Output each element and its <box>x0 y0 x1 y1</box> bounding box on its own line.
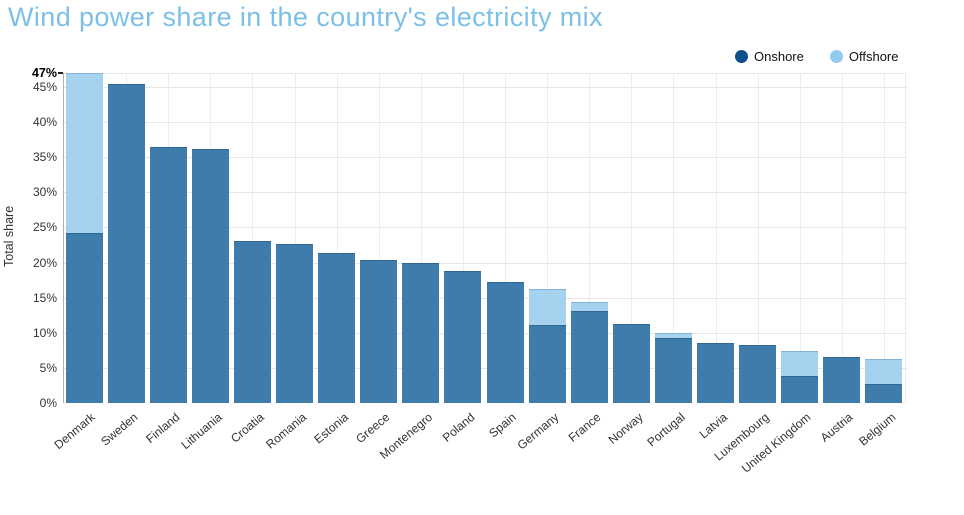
bar-spain-onshore[interactable] <box>486 282 524 403</box>
gridline-v <box>505 73 507 403</box>
y-axis-max-tick <box>58 72 63 74</box>
y-axis-line <box>63 73 64 403</box>
bar-united-kingdom-onshore[interactable] <box>781 375 819 403</box>
y-tick-label: 40% <box>32 115 57 130</box>
gridline-v <box>336 73 338 403</box>
gridline-v <box>547 73 549 403</box>
onshore-legend-dot-icon <box>735 50 748 63</box>
y-tick-label-max: 47% <box>31 66 57 80</box>
bar-greece-onshore[interactable] <box>360 260 398 403</box>
x-axis-label-germany: Germany <box>514 410 562 453</box>
bar-portugal-onshore[interactable] <box>654 337 692 403</box>
bar-montenegro-onshore[interactable] <box>402 262 440 403</box>
gridline-h <box>63 367 907 369</box>
y-axis-title: Total share <box>2 205 16 267</box>
bar-denmark-onshore[interactable] <box>65 233 103 403</box>
legend-label-onshore: Onshore <box>754 49 804 64</box>
gridline-v <box>799 73 801 403</box>
bar-norway-onshore[interactable] <box>612 323 650 403</box>
y-tick-label: 10% <box>32 325 57 340</box>
gridline-v <box>252 73 254 403</box>
gridline-v <box>715 73 717 403</box>
x-axis-label-latvia: Latvia <box>696 410 730 442</box>
bar-germany-offshore[interactable] <box>528 289 566 326</box>
gridline-h <box>63 87 907 89</box>
x-axis-label-sweden: Sweden <box>97 410 141 449</box>
legend-item-onshore[interactable]: Onshore <box>735 49 804 64</box>
gridline-h <box>63 297 907 299</box>
legend-item-offshore[interactable]: Offshore <box>829 49 899 64</box>
x-axis-label-finland: Finland <box>143 410 183 447</box>
y-tick-label: 25% <box>32 220 57 235</box>
gridline-v <box>589 73 591 403</box>
bar-france-offshore[interactable] <box>570 301 608 312</box>
gridline-h-max <box>63 73 907 74</box>
y-tick-label: 0% <box>39 396 57 410</box>
gridline-v <box>420 73 422 403</box>
bar-denmark-offshore[interactable] <box>65 73 103 234</box>
y-tick-label: 20% <box>32 255 57 270</box>
x-axis-label-norway: Norway <box>605 410 646 447</box>
bar-sweden-onshore[interactable] <box>107 84 145 403</box>
gridline-h <box>63 332 907 334</box>
gridline-v <box>294 73 296 403</box>
gridline-h <box>63 157 907 159</box>
bar-germany-onshore[interactable] <box>528 325 566 403</box>
bar-poland-onshore[interactable] <box>444 271 482 403</box>
gridline-v <box>631 73 633 403</box>
x-axis-label-belgium: Belgium <box>855 410 898 449</box>
y-tick-label: 35% <box>32 150 57 165</box>
bar-france-onshore[interactable] <box>570 311 608 403</box>
legend-label-offshore: Offshore <box>848 49 899 64</box>
x-axis-label-romania: Romania <box>262 410 309 452</box>
bar-austria-onshore[interactable] <box>823 356 861 403</box>
bar-luxembourg-onshore[interactable] <box>739 344 777 403</box>
gridline-h <box>63 227 907 229</box>
gridline-v <box>841 73 843 403</box>
x-axis-label-portugal: Portugal <box>644 410 688 450</box>
bar-lithuania-onshore[interactable] <box>191 148 229 403</box>
bar-finland-onshore[interactable] <box>149 146 187 403</box>
y-tick-label: 5% <box>39 360 57 375</box>
gridline-v <box>378 73 380 403</box>
offshore-legend-dot-icon <box>829 50 843 63</box>
bar-belgium-offshore[interactable] <box>865 359 903 385</box>
chart-title: Wind power share in the country's electr… <box>8 2 603 32</box>
bar-latvia-onshore[interactable] <box>697 343 735 403</box>
bar-estonia-onshore[interactable] <box>318 252 356 403</box>
y-tick-label: 15% <box>32 290 57 305</box>
x-axis-label-greece: Greece <box>353 410 393 447</box>
gridline-v-right <box>905 73 906 403</box>
gridline-h <box>63 262 907 264</box>
y-tick-label: 30% <box>32 185 57 200</box>
legend: Onshore Offshore <box>735 49 899 64</box>
gridline-v <box>883 73 885 403</box>
bar-croatia-onshore[interactable] <box>233 240 271 403</box>
gridline-v <box>757 73 759 403</box>
gridline-h <box>63 192 907 194</box>
bar-united-kingdom-offshore[interactable] <box>781 351 819 376</box>
x-axis-label-poland: Poland <box>439 410 477 445</box>
x-axis-label-france: France <box>565 410 604 445</box>
x-axis-label-estonia: Estonia <box>310 410 351 447</box>
gridline-v <box>462 73 464 403</box>
gridline-v <box>673 73 675 403</box>
x-axis-label-lithuania: Lithuania <box>178 410 225 453</box>
y-tick-label: 45% <box>32 80 57 95</box>
x-axis-label-croatia: Croatia <box>227 410 267 446</box>
bar-belgium-onshore[interactable] <box>865 384 903 403</box>
x-axis-label-spain: Spain <box>486 410 520 441</box>
bar-romania-onshore[interactable] <box>276 244 314 403</box>
x-axis-label-denmark: Denmark <box>51 410 99 453</box>
x-axis-label-austria: Austria <box>818 410 856 445</box>
gridline-h <box>63 122 907 124</box>
bar-portugal-offshore[interactable] <box>654 332 692 338</box>
